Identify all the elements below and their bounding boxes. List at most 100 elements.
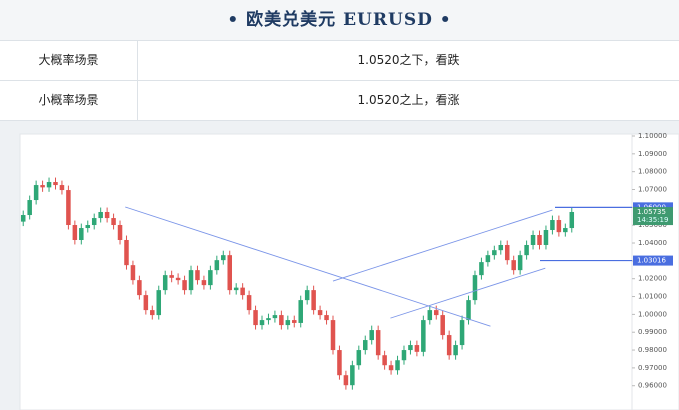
candle-body: [272, 315, 278, 319]
candle-body: [369, 330, 374, 341]
y-tick-label: 1.07000: [638, 186, 667, 194]
trend-line: [390, 267, 546, 319]
candle-body: [117, 225, 123, 240]
candle-body: [104, 211, 110, 219]
candle-body: [169, 275, 174, 278]
cell: 1.0520之上，看涨: [357, 93, 460, 107]
y-tick-label: 1.05000: [638, 221, 667, 229]
trend-line: [125, 206, 491, 327]
candle-body: [150, 310, 155, 316]
y-tick-label: 1.00000: [638, 310, 667, 318]
candle-body: [569, 211, 575, 229]
title: • 欧美兑美元 EURUSD •: [0, 0, 679, 41]
candle-body: [427, 310, 433, 321]
cell: 1.0520之下，看跌: [357, 53, 460, 67]
candle-body: [124, 239, 129, 266]
candle-body: [227, 255, 232, 291]
candle-body: [40, 185, 45, 188]
y-tick-label: 1.02000: [638, 275, 667, 283]
y-tick-label: 0.97000: [638, 364, 667, 372]
candle-body: [330, 320, 336, 351]
candle-body: [72, 225, 78, 240]
candle-body: [498, 244, 504, 251]
candle-body: [137, 280, 142, 296]
candle-body: [201, 280, 207, 286]
candle-body: [363, 340, 368, 351]
y-tick-label: 0.99000: [638, 328, 667, 336]
last-price-label: 1.05735: [637, 208, 666, 216]
candle-body: [33, 185, 39, 201]
candle-body: [343, 375, 349, 386]
candle-body: [453, 345, 458, 356]
candle-body: [563, 228, 568, 233]
candle-body: [292, 320, 297, 323]
candle-body: [356, 350, 362, 366]
trend-line: [332, 209, 553, 282]
candle-body: [530, 235, 536, 245]
candle-body: [543, 230, 549, 245]
candle-body: [298, 300, 303, 323]
candle-body: [279, 315, 284, 326]
candle-body: [479, 262, 484, 276]
candle-body: [182, 280, 187, 291]
candle-body: [259, 320, 265, 326]
candle-body: [59, 185, 65, 191]
candle-body: [143, 295, 149, 311]
candle-body: [240, 287, 245, 296]
candle-body: [311, 290, 316, 311]
table-row: 小概率场景 1.0520之上，看涨: [0, 81, 679, 121]
candle-body: [91, 218, 97, 226]
candle-body: [350, 365, 355, 386]
chart: 0.96000 0.97000 0.98000 0.99000 1.00000 1.010…: [19, 132, 679, 410]
candle-body: [375, 330, 381, 356]
candle-body: [466, 300, 471, 321]
candle-body: [285, 320, 291, 326]
y-tick-label: 1.09000: [638, 150, 667, 158]
candle-body: [246, 295, 252, 311]
y-tick-label: 0.96000: [638, 382, 667, 390]
candle-body: [233, 287, 239, 291]
candle-body: [53, 182, 58, 186]
candle-body: [130, 265, 136, 281]
price-tag-label: 1.03016: [637, 257, 666, 265]
candle-body: [440, 315, 445, 336]
y-tick-label: 1.04000: [638, 239, 667, 247]
last-price-tag: [633, 207, 673, 226]
candle-body: [79, 228, 84, 240]
candle-body: [492, 250, 497, 256]
candle-body: [27, 200, 32, 216]
candle-body: [175, 277, 181, 281]
candle-body: [537, 235, 542, 245]
price-tag: [633, 255, 673, 266]
last-price-time: 14:35:19: [637, 216, 668, 224]
candle-body: [395, 360, 400, 371]
candle-body: [85, 225, 91, 229]
y-tick-label: 1.08000: [638, 168, 667, 176]
candle-body: [188, 270, 194, 291]
y-tick-label: 0.98000: [638, 346, 667, 354]
candle-body: [253, 310, 258, 326]
candle-body: [317, 310, 323, 316]
y-tick-label: 1.01000: [638, 293, 667, 301]
candle-body: [504, 244, 510, 261]
candle-body: [401, 350, 407, 361]
candle-body: [421, 320, 426, 352]
candle-body: [459, 320, 465, 346]
candle-body: [66, 190, 71, 226]
candle-body: [485, 255, 491, 263]
candle-body: [388, 365, 394, 371]
candle-body: [111, 218, 116, 226]
candle-body: [446, 335, 452, 356]
candle-body: [304, 290, 310, 301]
candle-body: [98, 211, 103, 219]
chart-area: [19, 133, 679, 410]
candle-body: [524, 244, 529, 256]
cell: 小概率场景: [0, 81, 138, 120]
candle-body: [221, 255, 226, 261]
candle-body: [214, 260, 220, 271]
candle-body: [550, 220, 555, 231]
candle-body: [162, 275, 168, 291]
candle-body: [414, 345, 420, 352]
cell: 大概率场景: [0, 41, 138, 80]
